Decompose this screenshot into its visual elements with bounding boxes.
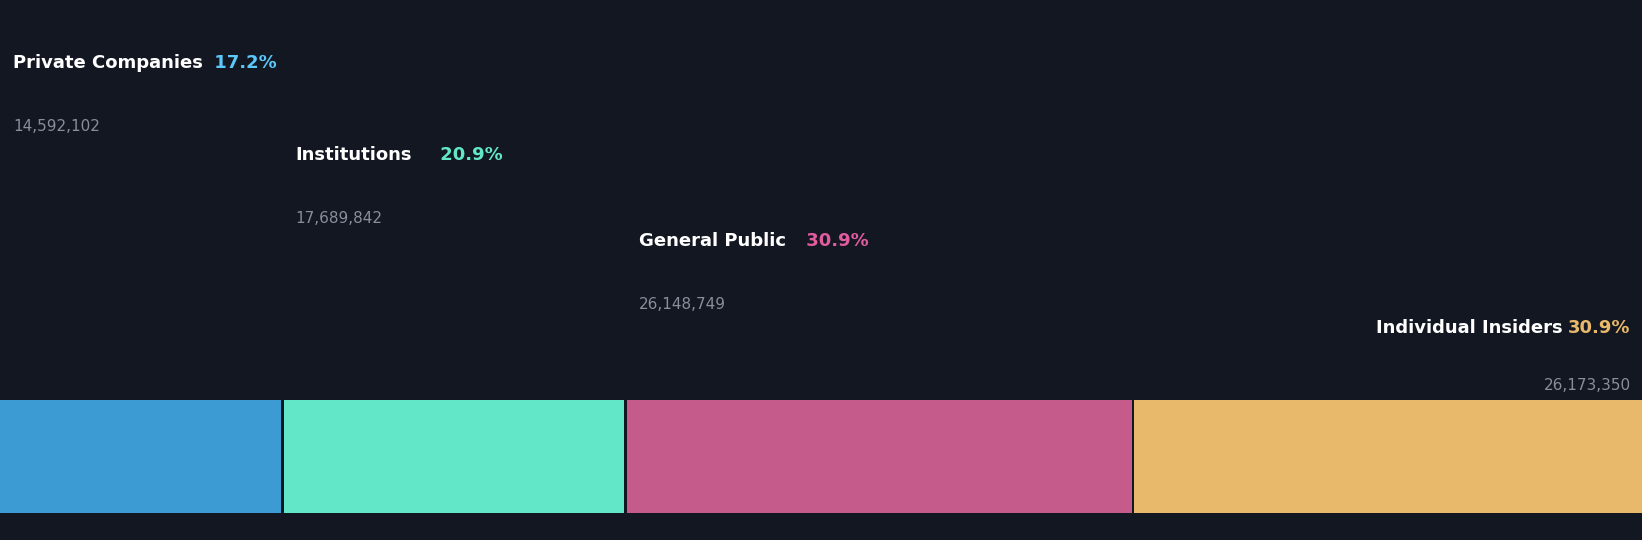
- Text: Institutions: Institutions: [296, 146, 412, 164]
- Text: Individual Insiders: Individual Insiders: [1376, 319, 1570, 336]
- Text: 30.9%: 30.9%: [800, 232, 869, 250]
- Bar: [1133, 400, 1642, 513]
- Text: General Public: General Public: [639, 232, 787, 250]
- Text: Private Companies: Private Companies: [13, 54, 204, 72]
- Text: 14,592,102: 14,592,102: [13, 119, 100, 134]
- Bar: [0, 400, 282, 513]
- Text: 17.2%: 17.2%: [207, 54, 276, 72]
- Text: 20.9%: 20.9%: [433, 146, 502, 164]
- Bar: [626, 400, 1133, 513]
- Bar: [1131, 400, 1135, 513]
- Bar: [281, 400, 284, 513]
- Bar: [282, 400, 626, 513]
- Bar: [624, 400, 627, 513]
- Text: 26,173,350: 26,173,350: [1543, 378, 1631, 393]
- Text: 26,148,749: 26,148,749: [639, 297, 726, 312]
- Text: 30.9%: 30.9%: [1568, 319, 1631, 336]
- Text: 17,689,842: 17,689,842: [296, 211, 383, 226]
